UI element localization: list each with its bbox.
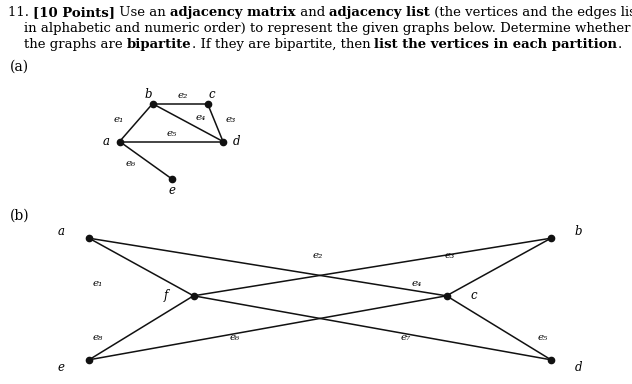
Text: [10 Points]: [10 Points] <box>33 6 115 19</box>
Text: e₆: e₆ <box>126 159 136 167</box>
Text: adjacency list: adjacency list <box>329 6 430 19</box>
Text: bipartite: bipartite <box>127 38 191 51</box>
Text: d: d <box>574 361 582 374</box>
Text: d: d <box>233 135 240 148</box>
Text: e₅: e₅ <box>538 333 548 342</box>
Text: e₃: e₃ <box>226 116 236 124</box>
Text: e₄: e₄ <box>196 113 206 122</box>
Text: e₈: e₈ <box>92 333 102 342</box>
Text: . If they are bipartite, then: . If they are bipartite, then <box>191 38 374 51</box>
Text: adjacency matrix: adjacency matrix <box>170 6 296 19</box>
Text: e₇: e₇ <box>400 333 410 342</box>
Text: e₁: e₁ <box>92 278 102 288</box>
Text: in alphabetic and numeric order) to represent the given graphs below. Determine : in alphabetic and numeric order) to repr… <box>24 22 631 35</box>
Text: a: a <box>58 225 65 238</box>
Text: e₆: e₆ <box>229 333 240 342</box>
Text: e₁: e₁ <box>113 116 124 124</box>
Text: e₂: e₂ <box>177 91 188 100</box>
Text: e: e <box>169 184 176 197</box>
Text: .: . <box>617 38 622 51</box>
Text: and: and <box>296 6 329 19</box>
Text: e₅: e₅ <box>166 129 176 138</box>
Text: c: c <box>471 289 477 302</box>
Text: e: e <box>58 361 65 374</box>
Text: (the vertices and the edges listed: (the vertices and the edges listed <box>430 6 632 19</box>
Text: list the vertices in each partition: list the vertices in each partition <box>374 38 617 51</box>
Text: f: f <box>164 289 168 302</box>
Text: e₄: e₄ <box>411 278 422 288</box>
Text: 11.: 11. <box>8 6 33 19</box>
Text: b: b <box>145 88 152 101</box>
Text: a: a <box>103 135 110 148</box>
Text: (b): (b) <box>10 209 30 223</box>
Text: (a): (a) <box>10 60 29 74</box>
Text: e₂: e₂ <box>312 251 322 260</box>
Text: c: c <box>209 88 216 101</box>
Text: b: b <box>574 225 582 238</box>
Text: e₃: e₃ <box>444 251 454 260</box>
Text: the graphs are: the graphs are <box>24 38 127 51</box>
Text: Use an: Use an <box>115 6 170 19</box>
